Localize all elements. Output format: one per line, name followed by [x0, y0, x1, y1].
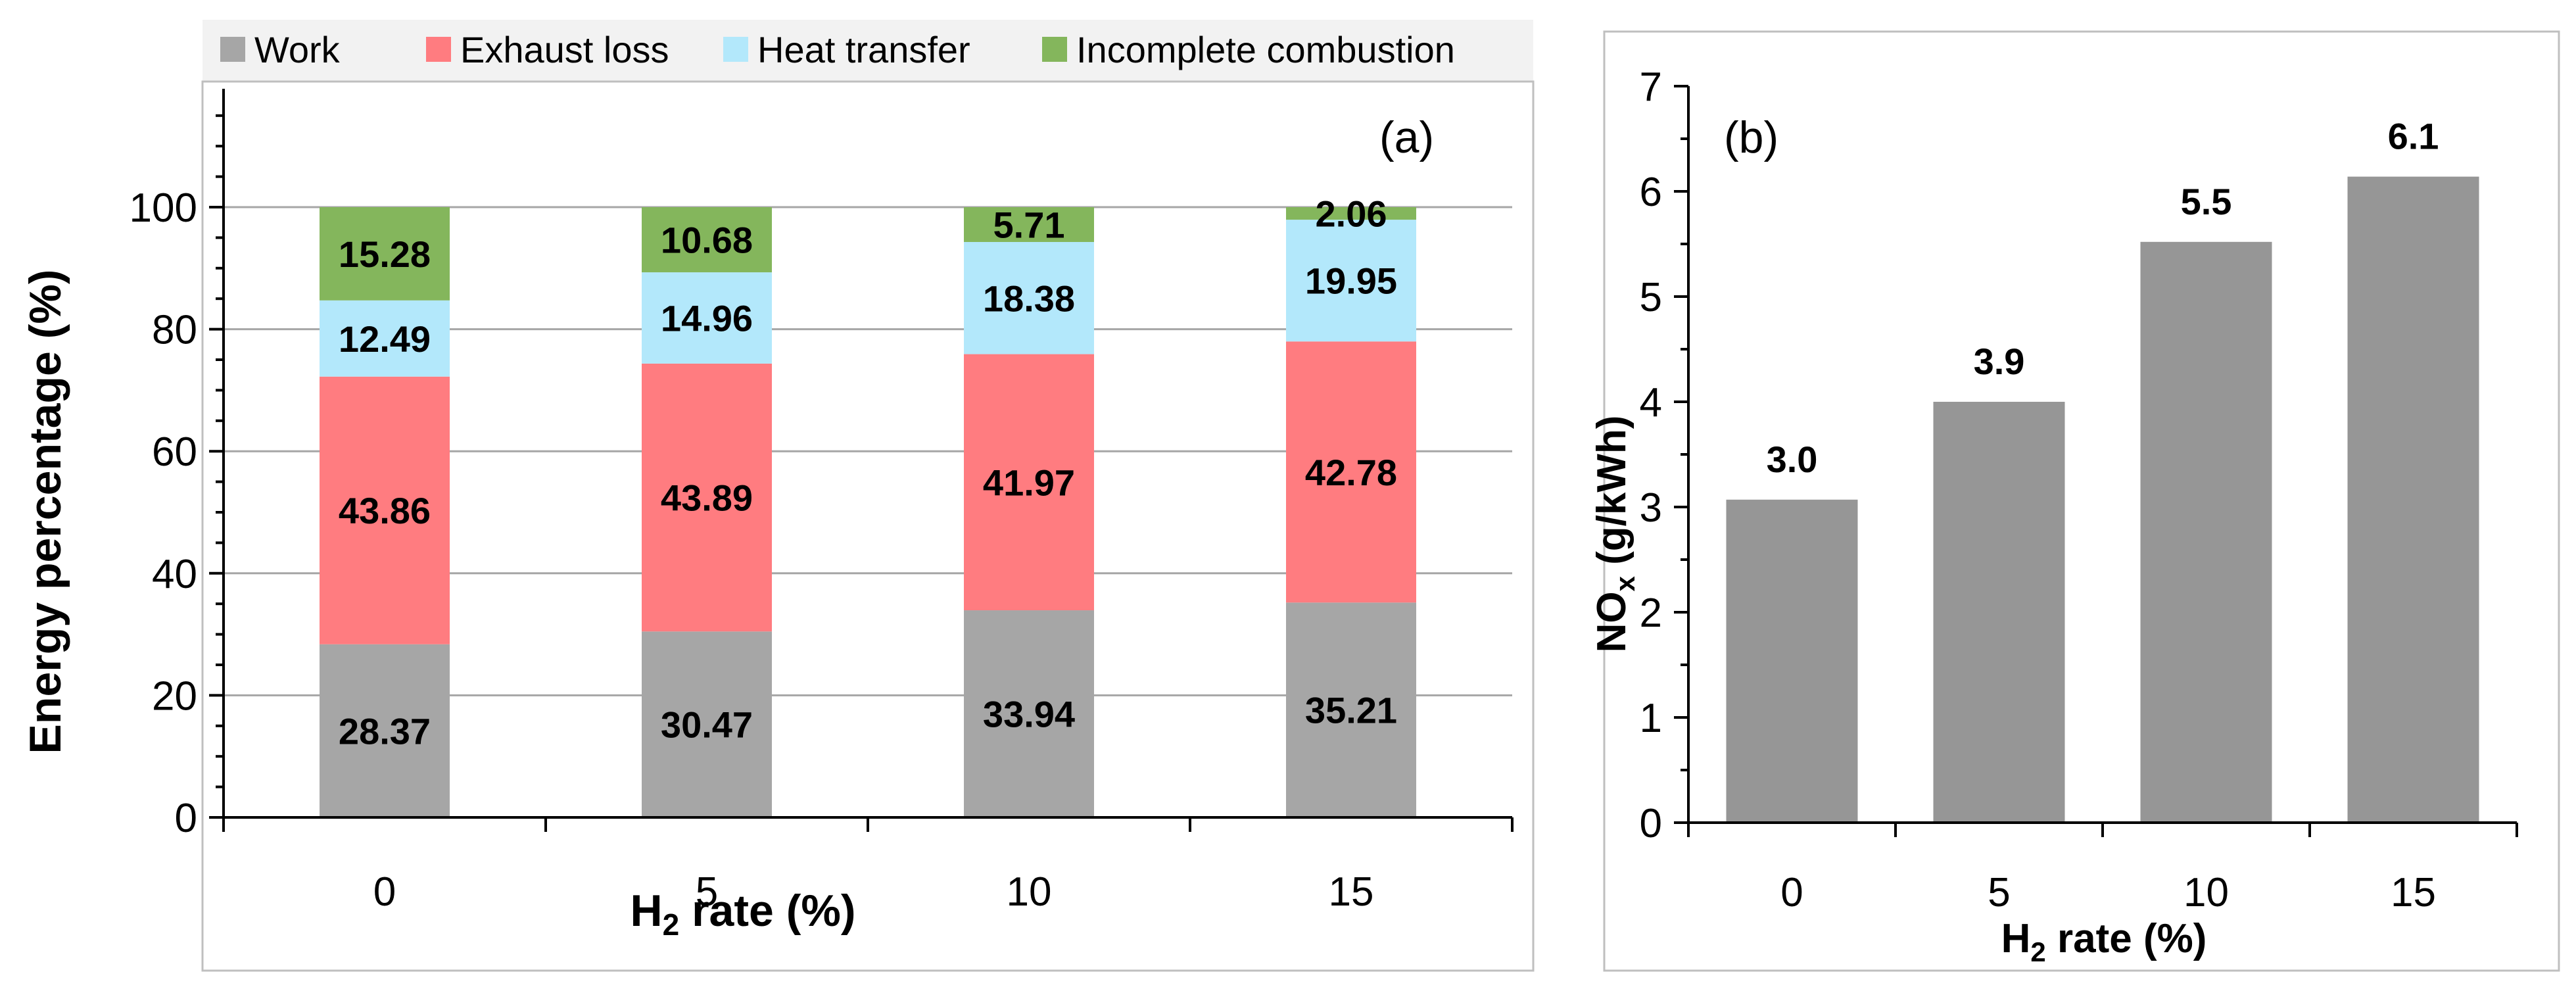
chart-a-data-label: 28.37	[339, 710, 431, 752]
chart-a-bar	[642, 631, 772, 817]
chart-b-data-label: 3.9	[1974, 341, 2025, 382]
chart-a-legend-swatch	[426, 37, 451, 62]
chart-a-y-tick-label: 40	[152, 552, 197, 597]
chart-a-bar	[320, 207, 450, 301]
chart-a-bar	[964, 241, 1094, 354]
chart-a-data-label: 43.89	[661, 477, 753, 519]
chart-b-data-label: 5.5	[2181, 181, 2232, 222]
chart-b-y-tick-label: 7	[1640, 64, 1662, 110]
chart-a-bars: 28.37 43.86 12.49 15.28 30.47 43.89 14.96 10.68…	[320, 193, 1416, 817]
chart-a-legend-swatch	[723, 37, 748, 62]
chart-a-legend: Work Exhaust loss Heat transfer Incomplete …	[220, 29, 1455, 70]
chart-b-y-tick-label: 0	[1640, 801, 1662, 846]
chart-b-y-tick-label: 5	[1640, 275, 1662, 320]
chart-b-bar	[1933, 402, 2065, 823]
chart-a-x-tick-label: 0	[373, 869, 396, 915]
chart-b-axes: 0 1 2 3 4 5 6 7 0 5 10 15	[1640, 64, 2518, 915]
chart-a-data-label: 42.78	[1305, 452, 1397, 493]
chart-a-legend-label: Heat transfer	[757, 29, 970, 70]
chart-a-bar	[1286, 220, 1416, 342]
chart-b-y-axis-title: NOx (g/kWh)	[1589, 416, 1640, 653]
chart-a-bar	[1286, 207, 1416, 220]
chart-a-bar	[642, 207, 772, 273]
chart-a-data-label: 43.86	[339, 490, 431, 531]
chart-b-bars: 3.0 3.9 5.5 6.1	[1726, 116, 2479, 823]
chart-b-x-tick-label: 10	[2183, 870, 2229, 915]
chart-b-x-tick-label: 5	[1988, 870, 2010, 915]
chart-a-legend-label: Incomplete combustion	[1076, 29, 1455, 70]
chart-a-legend-swatch	[1042, 37, 1067, 62]
chart-a-data-label: 2.06	[1316, 193, 1387, 235]
chart-a-data-label: 30.47	[661, 704, 753, 746]
chart-b-y-tick-label: 4	[1640, 380, 1662, 425]
chart-a-y-axis-title: Energy percentage (%)	[20, 270, 70, 754]
chart-a-y-tick-label: 60	[152, 429, 197, 475]
chart-a-bar	[1286, 341, 1416, 603]
chart-a-bar	[642, 272, 772, 364]
chart-b-x-axis-title: H2 rate (%)	[2001, 916, 2207, 967]
chart-a-bar	[320, 300, 450, 377]
chart-a-legend-label: Work	[254, 29, 341, 70]
chart-b-y-tick-label: 6	[1640, 170, 1662, 215]
chart-a-data-label: 19.95	[1305, 260, 1397, 302]
chart-a-legend-swatch	[220, 37, 245, 62]
chart-a-bar	[642, 363, 772, 632]
chart-a-data-label: 12.49	[339, 318, 431, 360]
chart-a-legend-bg	[203, 20, 1533, 82]
chart-a-data-label: 14.96	[661, 298, 753, 339]
chart-a-x-tick-label: 5	[696, 869, 718, 915]
chart-a: Work Exhaust loss Heat transfer Incomplete …	[20, 20, 1535, 972]
chart-b-y-tick-label: 2	[1640, 591, 1662, 636]
chart-b-x-tick-label: 15	[2391, 870, 2436, 915]
chart-a-x-tick-label: 15	[1329, 869, 1374, 915]
chart-a-bar	[964, 207, 1094, 242]
chart-a-x-axis-title: H2 rate (%)	[631, 886, 856, 942]
chart-a-data-label: 18.38	[983, 278, 1075, 319]
chart-b-panel-label: (b)	[1724, 112, 1778, 162]
chart-a-y-tick-label: 100	[130, 185, 197, 231]
chart-a-bar	[320, 376, 450, 644]
chart-b-data-label: 6.1	[2388, 116, 2439, 157]
chart-b-x-tick-label: 0	[1780, 870, 1803, 915]
chart-b-bar	[1726, 499, 1858, 823]
chart-a-data-label: 41.97	[983, 462, 1075, 503]
chart-a-y-tick-label: 80	[152, 308, 197, 353]
chart-a-bar	[1286, 602, 1416, 817]
chart-b-y-tick-label: 3	[1640, 485, 1662, 531]
chart-a-x-tick-label: 10	[1007, 869, 1052, 915]
chart-a-panel-label: (a)	[1379, 112, 1434, 162]
chart-a-data-label: 10.68	[661, 220, 753, 261]
chart-a-legend-label: Exhaust loss	[460, 29, 669, 70]
chart-a-data-label: 35.21	[1305, 690, 1397, 731]
chart-a-data-label: 33.94	[983, 694, 1075, 735]
chart-b-bar	[2347, 176, 2479, 823]
chart-a-data-label: 15.28	[339, 233, 431, 275]
chart-a-y-tick-label: 0	[175, 796, 197, 841]
chart-a-bar	[320, 644, 450, 817]
chart-b-bar	[2140, 241, 2272, 823]
chart-a-data-label: 5.71	[993, 204, 1065, 245]
chart-b: 3.0 3.9 5.5 6.1 0 1 2 3 4 5 6 7 0 5 10 15 (b) NOx (g/k…	[1589, 30, 2560, 972]
chart-b-data-label: 3.0	[1767, 439, 1818, 480]
chart-b-y-tick-label: 1	[1640, 696, 1662, 741]
chart-a-y-tick-label: 20	[152, 673, 197, 719]
chart-a-bar	[964, 610, 1094, 817]
chart-a-axes: 0 20 40 60 80 100 0 5 10 15	[130, 89, 1514, 915]
chart-a-bar	[964, 354, 1094, 611]
